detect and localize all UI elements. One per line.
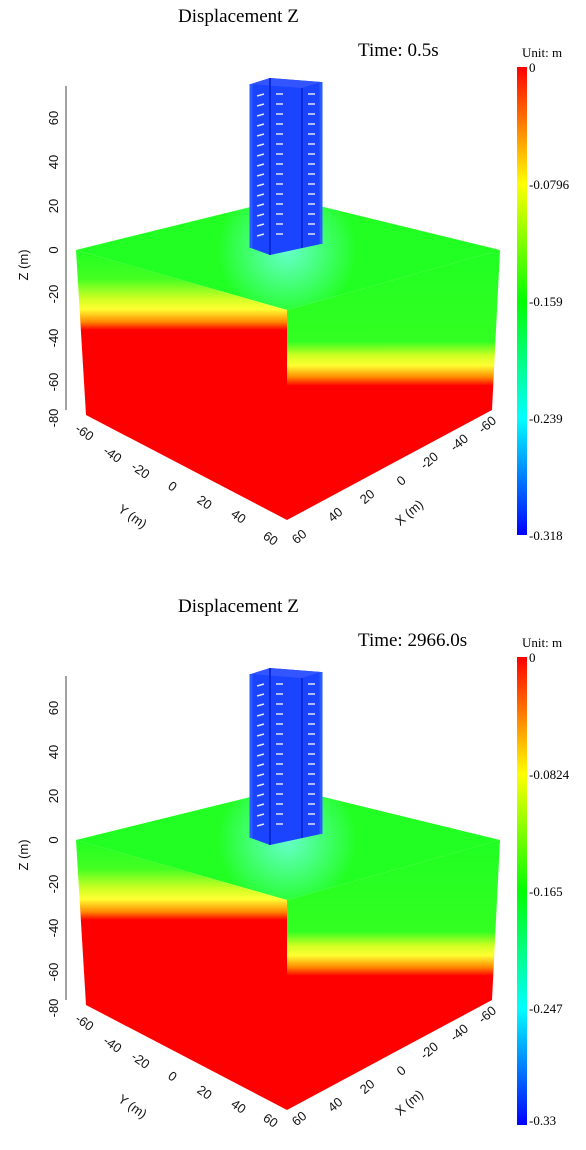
unit-label: Unit: m	[522, 45, 563, 60]
colorbar-tick: -0.159	[529, 294, 563, 309]
soil-right-face	[287, 250, 500, 520]
x-tick: 0	[394, 1062, 409, 1078]
soil-building-3d-view: 60 40 20 0 -20 -40 -60 -80 Z (m)	[16, 67, 527, 549]
colorbar	[517, 67, 527, 535]
z-tick: -60	[46, 373, 61, 392]
z-tick: 20	[46, 199, 61, 213]
colorbar-tick: -0.247	[529, 1001, 563, 1016]
y-tick: -60	[73, 421, 97, 444]
colorbar-tick: -0.33	[529, 1113, 557, 1128]
z-tick: 40	[46, 745, 61, 759]
colorbar	[517, 657, 527, 1125]
time-label: Time: 0.5s	[358, 40, 439, 61]
colorbar-tick: -0.0824	[529, 767, 570, 782]
building-frame	[249, 78, 323, 255]
y-tick: 60	[260, 1110, 280, 1131]
z-tick: -80	[46, 999, 61, 1018]
x-tick: 40	[325, 1094, 346, 1115]
y-tick: 20	[194, 492, 214, 513]
y-tick: 0	[165, 1068, 180, 1084]
z-tick: -20	[46, 875, 61, 894]
z-axis-label: Z (m)	[16, 839, 31, 870]
unit-label: Unit: m	[522, 635, 563, 650]
y-tick: -60	[73, 1011, 97, 1034]
y-tick: 60	[260, 528, 280, 549]
colorbar-tick: -0.0796	[529, 177, 570, 192]
z-tick: -60	[46, 963, 61, 982]
soil-left-face	[76, 250, 287, 520]
colorbar-tick: -0.239	[529, 411, 563, 426]
y-axis-label: Y (m)	[115, 1091, 149, 1121]
z-axis-label: Z (m)	[16, 249, 31, 280]
y-tick: 20	[194, 1082, 214, 1103]
colorbar-tick: 0	[529, 650, 536, 665]
x-tick: -20	[417, 1039, 441, 1063]
colorbar-tick: -0.318	[529, 528, 563, 543]
y-tick: 40	[228, 506, 248, 527]
z-tick-labels: 60 40 20 0 -20 -40 -60 -80	[46, 701, 61, 1018]
x-tick: -40	[447, 1021, 471, 1045]
y-tick: -20	[129, 459, 153, 482]
x-axis-label: X (m)	[392, 1087, 426, 1119]
x-tick: -40	[447, 431, 471, 455]
soil-left-face	[76, 840, 287, 1110]
y-tick: -40	[101, 1033, 125, 1056]
y-tick: -40	[101, 443, 125, 466]
x-tick: 60	[289, 526, 310, 547]
soil-building-3d-view: 60 40 20 0 -20 -40 -60 -80 Z (m)	[16, 657, 527, 1131]
plot-title: Displacement Z	[178, 6, 299, 27]
z-tick: -20	[46, 285, 61, 304]
z-tick: -40	[46, 919, 61, 938]
y-axis-label: Y (m)	[115, 501, 149, 531]
soil-top-face	[76, 198, 500, 310]
time-label: Time: 2966.0s	[358, 630, 468, 651]
z-tick-labels: 60 40 20 0 -20 -40 -60 -80	[46, 111, 61, 428]
y-tick: -20	[129, 1049, 153, 1072]
y-tick: 0	[165, 478, 180, 494]
z-tick: -40	[46, 329, 61, 348]
y-tick: 40	[228, 1096, 248, 1117]
plot-panel-1: Displacement Z Time: 0.5s Unit: m	[0, 0, 586, 560]
soil-top-face	[76, 788, 500, 900]
soil-right-face	[287, 840, 500, 1110]
x-tick: 20	[357, 1076, 378, 1097]
z-tick: 60	[46, 111, 61, 125]
colorbar-tick: 0	[529, 60, 536, 75]
z-tick: -80	[46, 409, 61, 428]
colorbar-tick: -0.165	[529, 884, 563, 899]
z-tick: 20	[46, 789, 61, 803]
x-tick: 40	[325, 504, 346, 525]
z-tick: 60	[46, 701, 61, 715]
z-tick: 0	[46, 836, 61, 843]
z-tick: 0	[46, 246, 61, 253]
z-tick: 40	[46, 155, 61, 169]
building-frame	[249, 668, 323, 845]
x-axis-label: X (m)	[392, 497, 426, 529]
x-tick: 0	[394, 472, 409, 488]
plot-title: Displacement Z	[178, 596, 299, 617]
plot-panel-2: Displacement Z Time: 2966.0s Unit: m	[0, 590, 586, 1150]
x-tick: 60	[289, 1108, 310, 1129]
x-tick: 20	[357, 486, 378, 507]
x-tick: -20	[417, 449, 441, 473]
